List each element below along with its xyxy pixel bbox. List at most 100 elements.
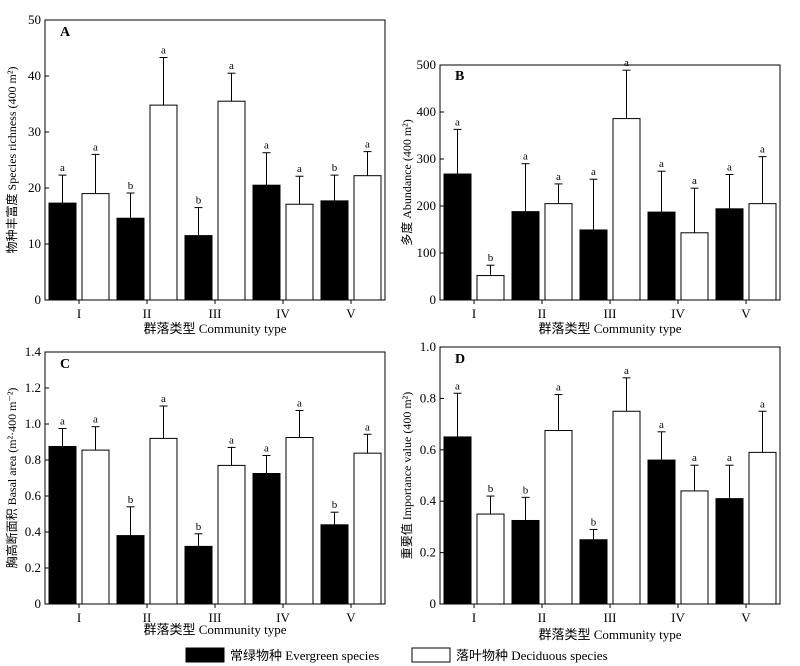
legend-label-evergreen: 常绿物种 Evergreen species — [230, 648, 379, 663]
x-axis-title: 群落类型 Community type — [143, 622, 286, 637]
bar-deciduous — [285, 203, 314, 301]
x-tick-label: V — [741, 306, 751, 321]
significance-label: a — [523, 151, 528, 163]
significance-label: a — [624, 57, 629, 69]
x-tick-label: III — [209, 610, 222, 625]
significance-label: a — [727, 452, 732, 464]
y-axis-title: 多度 Abundance (400 m²) — [399, 119, 414, 246]
bar-evergreen — [647, 459, 676, 605]
significance-label: a — [161, 45, 166, 57]
bar-evergreen — [320, 200, 349, 301]
significance-label: a — [60, 162, 65, 174]
bar-evergreen — [443, 436, 472, 605]
bar-deciduous — [217, 100, 246, 301]
x-tick-label: II — [538, 306, 547, 321]
bar-deciduous — [612, 118, 641, 301]
bar-deciduous — [476, 275, 505, 301]
bar-evergreen — [184, 545, 213, 605]
y-axis-title: 物种丰富度 Species richness (400 m²) — [4, 67, 19, 254]
significance-label: b — [196, 195, 202, 207]
bar-deciduous — [544, 430, 573, 605]
significance-label: b — [488, 483, 494, 495]
x-axis-title: 群落类型 Community type — [143, 321, 286, 336]
significance-label: b — [128, 180, 134, 192]
bar-evergreen — [511, 211, 540, 301]
x-tick-label: I — [77, 610, 81, 625]
significance-label: a — [264, 140, 269, 152]
bar-evergreen — [647, 211, 676, 301]
y-tick-label: 1.0 — [420, 339, 436, 354]
y-tick-label: 0.6 — [25, 488, 42, 503]
x-tick-label: IV — [671, 306, 685, 321]
x-tick-label: II — [538, 610, 547, 625]
x-tick-label: V — [741, 610, 751, 625]
x-tick-label: IV — [276, 610, 290, 625]
significance-label: a — [93, 414, 98, 426]
panel-label: C — [60, 357, 70, 372]
bar-evergreen — [579, 539, 608, 605]
bar-deciduous — [748, 203, 777, 301]
bar-evergreen — [116, 535, 145, 605]
y-tick-label: 0 — [35, 292, 42, 307]
y-tick-label: 500 — [417, 57, 437, 72]
significance-label: a — [455, 116, 460, 128]
y-tick-label: 200 — [417, 198, 437, 213]
y-tick-label: 1.0 — [25, 416, 41, 431]
significance-label: a — [659, 419, 664, 431]
panel-label: B — [455, 69, 464, 84]
bar-deciduous — [748, 451, 777, 605]
y-tick-label: 10 — [28, 236, 41, 251]
significance-label: b — [332, 499, 338, 511]
y-tick-label: 0.4 — [25, 524, 42, 539]
x-tick-label: II — [143, 610, 152, 625]
bar-deciduous — [81, 449, 110, 605]
significance-label: a — [161, 393, 166, 405]
y-tick-label: 400 — [417, 104, 437, 119]
bar-deciduous — [217, 464, 246, 605]
significance-label: b — [128, 494, 134, 506]
significance-label: a — [760, 398, 765, 410]
legend-swatch-deciduous — [411, 647, 451, 663]
bar-deciduous — [285, 437, 314, 605]
bar-deciduous — [476, 513, 505, 605]
bar-evergreen — [715, 498, 744, 605]
bar-deciduous — [680, 490, 709, 605]
y-axis-title: 重要值 Importance value (400 m²) — [399, 392, 414, 560]
x-axis-title: 群落类型 Community type — [538, 321, 681, 336]
y-tick-label: 0.4 — [420, 493, 437, 508]
y-axis-title: 胸高断面积 Basal area (m²·400 m⁻²) — [4, 388, 19, 569]
x-tick-label: I — [472, 306, 476, 321]
y-tick-label: 100 — [417, 245, 437, 260]
y-tick-label: 0.2 — [25, 560, 41, 575]
x-tick-label: III — [209, 306, 222, 321]
y-tick-label: 50 — [28, 12, 41, 27]
legend: 常绿物种 Evergreen species 落叶物种 Deciduous sp… — [185, 647, 608, 663]
y-tick-label: 0.2 — [420, 545, 436, 560]
significance-label: a — [297, 163, 302, 175]
x-tick-label: I — [472, 610, 476, 625]
significance-label: a — [229, 434, 234, 446]
significance-label: a — [727, 162, 732, 174]
bar-evergreen — [48, 202, 77, 301]
significance-label: a — [60, 416, 65, 428]
significance-label: a — [556, 382, 561, 394]
x-tick-label: I — [77, 306, 81, 321]
significance-label: a — [264, 443, 269, 455]
x-tick-label: III — [604, 610, 617, 625]
bar-deciduous — [544, 203, 573, 301]
significance-label: a — [624, 365, 629, 377]
significance-label: b — [196, 521, 202, 533]
y-tick-label: 0 — [430, 596, 437, 611]
significance-label: a — [692, 175, 697, 187]
y-tick-label: 0 — [430, 292, 437, 307]
significance-label: a — [93, 141, 98, 153]
y-tick-label: 20 — [28, 180, 41, 195]
y-tick-label: 0.8 — [420, 390, 436, 405]
significance-label: b — [488, 252, 494, 264]
y-tick-label: 1.2 — [25, 380, 41, 395]
significance-label: a — [297, 398, 302, 410]
x-tick-label: V — [346, 610, 356, 625]
bar-evergreen — [511, 519, 540, 605]
